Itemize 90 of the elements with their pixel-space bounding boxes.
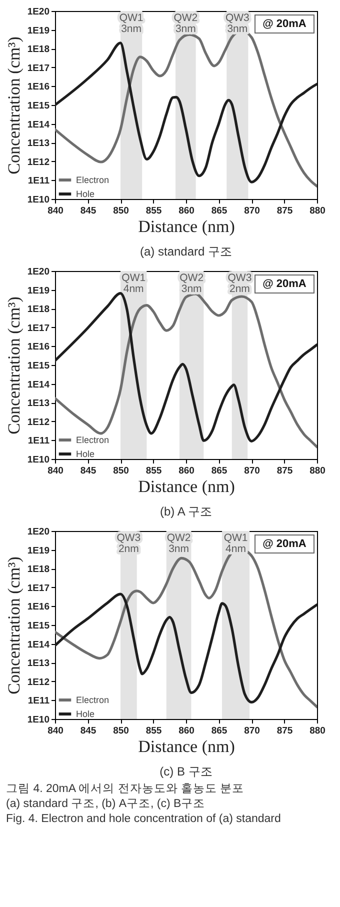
legend-label: Electron [76,175,110,185]
band-label: QW1 3nm [119,12,144,35]
x-tick-label: 860 [178,206,194,216]
x-tick-label: 850 [113,726,129,736]
text: (c) B 구조 [160,764,212,778]
x-tick-label: 855 [146,726,162,736]
x-tick-label: 850 [113,466,129,476]
y-tick-label: 1E19 [27,545,50,556]
y-tick-label: 1E13 [27,398,50,410]
y-tick-label: 1E19 [27,25,50,36]
legend-label: Electron [76,695,110,705]
caption: 그림 4. 20mA 에서의 전자농도와 홀농도 분포 [6,782,246,797]
y-tick-label: 1E13 [27,658,50,670]
text: (a) standard 구조, (b) A구조, (c) B구조 [6,797,206,812]
x-tick-label: 880 [310,726,326,736]
annotation: @ 20mA [262,278,306,290]
x-tick-label: 840 [48,206,64,216]
x-tick-label: 865 [211,206,228,216]
y-tick-label: 1E11 [28,696,50,707]
x-axis-title: Distance (nm) [138,217,235,236]
y-tick-label: 1E10 [27,454,50,466]
y-tick-label: 1E17 [27,582,50,594]
y-tick-label: 1E14 [27,119,50,130]
y-tick-label: 1E16 [27,82,50,93]
band-label: QW2 3nm [174,12,198,35]
y-axis-title: Concentration (cm³) [4,36,24,174]
y-tick-label: 1E12 [27,156,50,168]
line-series [55,592,317,704]
y-tick-label: 1E19 [27,285,50,296]
annotation: @ 20mA [262,538,306,550]
x-tick-label: 880 [310,206,326,216]
y-tick-label: 1E18 [27,44,50,56]
annotation: @ 20mA [262,18,306,30]
band-label: QW2 3nm [166,532,191,555]
y-tick-label: 1E12 [27,416,50,428]
y-tick-label: 1E10 [27,714,50,726]
y-tick-label: 1E20 [27,6,50,18]
y-tick-label: 1E18 [27,304,50,316]
band-label: QW2 3nm [180,272,204,295]
x-tick-label: 870 [244,206,260,216]
band-label: QW3 3nm [225,12,250,35]
text: (b) A 구조 [160,504,212,518]
band-label: QW1 4nm [122,272,146,295]
y-tick-label: 1E11 [28,436,50,447]
y-tick-label: 1E11 [28,176,50,187]
x-axis-title: Distance (nm) [138,477,235,496]
legend-label: Hole [76,189,95,199]
x-tick-label: 845 [80,466,97,476]
y-tick-label: 1E13 [27,138,50,150]
x-tick-label: 870 [244,466,260,476]
y-tick-label: 1E12 [27,676,50,688]
text: (a) standard 구조 [140,244,232,258]
y-tick-label: 1E15 [27,360,50,372]
x-tick-label: 875 [276,206,294,216]
y-axis-title: Concentration (cm³) [4,296,24,434]
x-tick-label: 865 [211,726,228,736]
x-axis-title: Distance (nm) [138,737,235,756]
x-tick-label: 845 [80,726,97,736]
y-tick-label: 1E16 [27,602,50,613]
legend-label: Electron [76,435,110,445]
x-tick-label: 850 [113,206,129,216]
x-tick-label: 840 [48,466,64,476]
x-tick-label: 860 [178,466,194,476]
y-axis-title: Concentration (cm³) [4,556,24,694]
y-tick-label: 1E20 [27,266,50,278]
x-tick-label: 860 [178,726,194,736]
band-label: QW3 2nm [116,532,141,555]
y-tick-label: 1E17 [27,62,50,74]
legend-label: Hole [76,709,95,719]
y-tick-label: 1E15 [27,620,50,632]
legend-label: Hole [76,449,95,459]
y-tick-label: 1E15 [27,100,50,112]
x-tick-label: 855 [146,466,162,476]
y-tick-label: 1E18 [27,564,50,576]
caption: Fig. 4. Electron and hole concentration of (a) standard [6,812,282,827]
x-tick-label: 845 [80,206,97,216]
x-tick-label: 840 [48,726,64,736]
y-tick-label: 1E20 [27,526,50,538]
x-tick-label: 880 [310,466,326,476]
x-tick-label: 865 [211,466,228,476]
y-tick-label: 1E16 [27,342,50,353]
x-tick-label: 855 [146,206,162,216]
y-tick-label: 1E14 [27,639,50,650]
y-tick-label: 1E17 [27,322,50,334]
x-tick-label: 875 [276,726,294,736]
x-tick-label: 870 [244,726,260,736]
y-tick-label: 1E14 [27,379,50,390]
y-tick-label: 1E10 [27,194,50,206]
x-tick-label: 875 [276,466,294,476]
band-label: QW3 2nm [228,272,252,295]
